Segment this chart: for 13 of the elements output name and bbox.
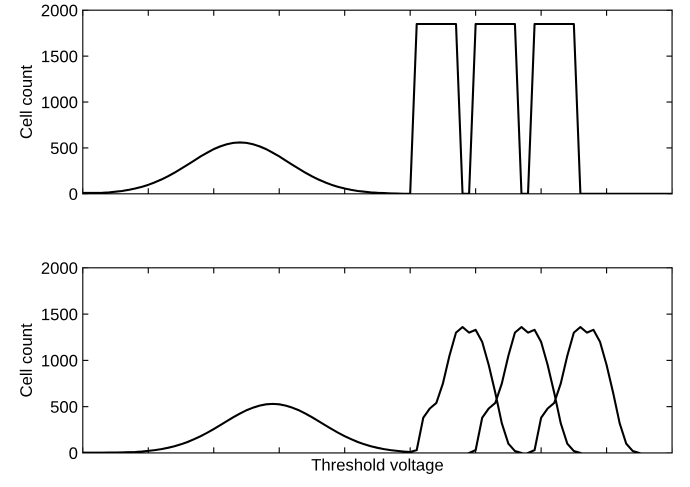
y-tick-label: 2000	[42, 262, 78, 274]
y-tick-label: 1000	[42, 96, 78, 108]
y-tick-label: 2000	[42, 4, 78, 16]
y-tick-label: 1500	[42, 50, 78, 62]
y-axis-title: Cell count	[20, 323, 32, 397]
y-tick-label: 0	[69, 447, 78, 460]
y-tick-label: 0	[69, 188, 78, 200]
y-tick-label: 500	[50, 142, 78, 154]
y-tick-label: 500	[50, 401, 78, 413]
y-axis-title: Cell count	[20, 65, 32, 138]
y-tick-label: 1000	[42, 354, 78, 367]
y-tick-label: 1500	[42, 308, 78, 320]
x-axis-title: Threshold voltage	[312, 458, 443, 474]
